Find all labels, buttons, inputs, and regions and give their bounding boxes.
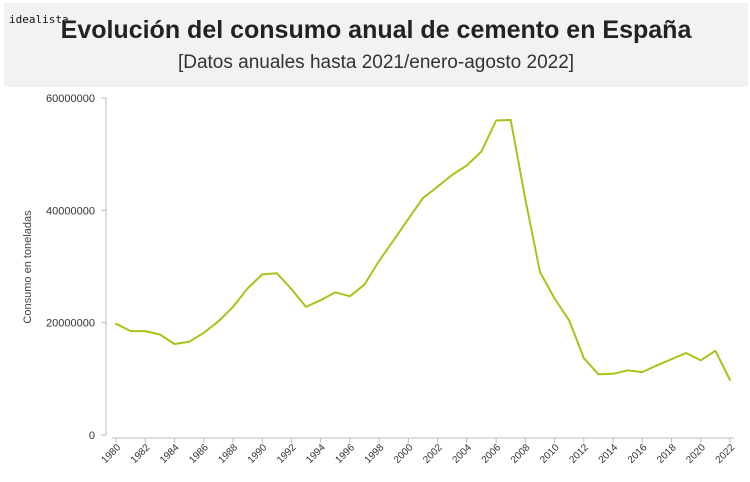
x-tick-label: 2020 xyxy=(684,442,708,466)
x-tick-label: 1982 xyxy=(129,442,153,466)
x-tick-label: 1996 xyxy=(334,442,358,466)
x-tick-label: 2000 xyxy=(392,442,416,466)
y-tick-label: 40000000 xyxy=(46,205,95,217)
x-tick-label: 2008 xyxy=(509,442,533,466)
x-tick-label: 1988 xyxy=(217,442,241,466)
chart-subtitle: [Datos anuales hasta 2021/enero-agosto 2… xyxy=(177,52,575,73)
x-tick-label: 2016 xyxy=(626,442,650,466)
chart-header: idealista Evolución del consumo anual de… xyxy=(4,3,748,87)
x-tick-label: 2010 xyxy=(538,442,562,466)
idealista-logo: idealista xyxy=(9,13,69,26)
x-tick-label: 2014 xyxy=(597,442,621,466)
x-tick-label: 1990 xyxy=(246,442,270,466)
x-tick-label: 2004 xyxy=(450,442,474,466)
x-tick-label: 1998 xyxy=(363,442,387,466)
y-axis: 0 20000000 40000000 60000000 xyxy=(46,93,107,442)
x-tick-label: 1994 xyxy=(304,442,328,466)
x-tick-label: 2006 xyxy=(480,442,504,466)
plot-area xyxy=(115,118,731,381)
x-tick-label: 1984 xyxy=(158,442,182,466)
series-line xyxy=(115,118,731,381)
x-tick-label: 1992 xyxy=(275,442,299,466)
x-tick-label: 1980 xyxy=(100,442,124,466)
x-tick-label: 2018 xyxy=(655,442,679,466)
x-tick-label: 2012 xyxy=(567,442,591,466)
x-tick-label: 1986 xyxy=(187,442,211,466)
y-tick-label: 20000000 xyxy=(46,318,95,330)
y-axis-label: Consumo en toneladas xyxy=(22,210,34,324)
chart-title: Evolución del consumo anual de cemento e… xyxy=(60,16,692,44)
x-tick-label: 2022 xyxy=(714,442,738,466)
x-axis: 1980 1982 1984 1986 1988 1990 1992 1994 1996 1998… xyxy=(100,437,738,466)
y-tick-label: 60000000 xyxy=(46,93,95,105)
y-tick-label: 0 xyxy=(89,430,95,442)
x-tick-label: 2002 xyxy=(421,442,445,466)
